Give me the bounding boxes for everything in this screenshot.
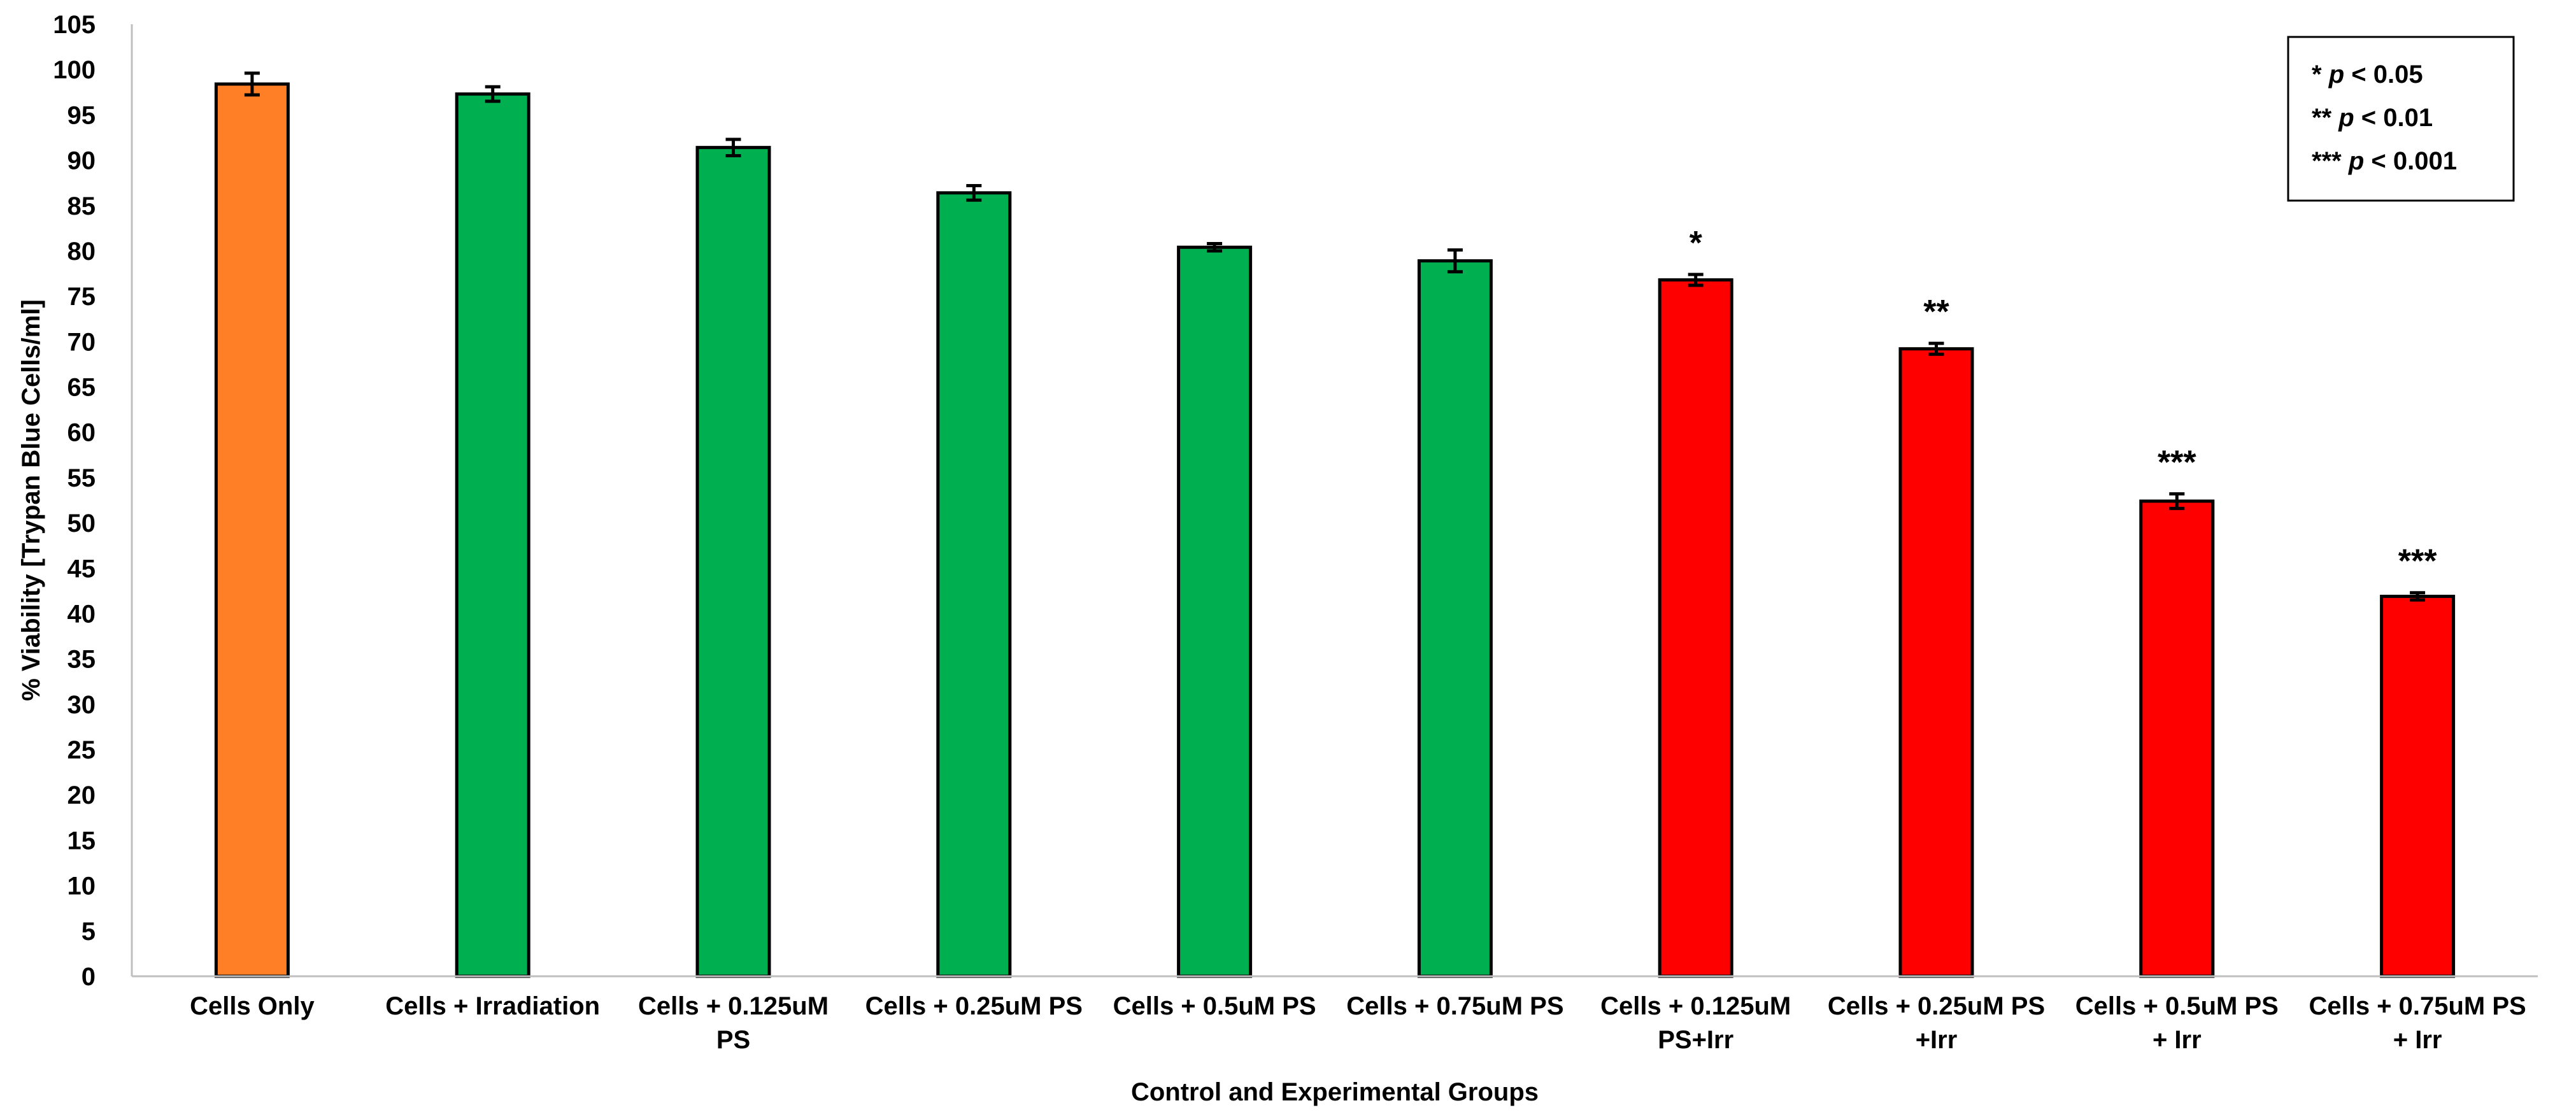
x-axis-title: Control and Experimental Groups (1131, 1078, 1539, 1106)
x-category-label: + Irr (2393, 1026, 2442, 1054)
significance-legend: * p < 0.05 ** p < 0.01 *** p < 0.001 (2287, 36, 2515, 202)
y-tick-label: 100 (53, 56, 96, 84)
bar (695, 146, 771, 978)
bar (1417, 259, 1493, 978)
x-category-label: Cells Only (190, 992, 315, 1020)
x-category-label: Cells + 0.5uM PS (2075, 992, 2279, 1020)
x-category-label: Cells + 0.5uM PS (1113, 992, 1316, 1020)
y-tick-label: 90 (68, 147, 96, 175)
x-category-label: +Irr (1916, 1026, 1958, 1054)
y-tick-label: 85 (68, 192, 96, 220)
y-tick-label: 35 (68, 646, 96, 674)
y-tick-label: 40 (68, 600, 96, 628)
y-tick-label: 10 (68, 872, 96, 900)
bar (936, 191, 1012, 978)
y-tick-label: 30 (68, 691, 96, 719)
y-axis-title: % Viability [Trypan Blue Cells/ml] (17, 299, 45, 701)
bars: ********* (214, 71, 2456, 978)
y-tick-label: 65 (68, 374, 96, 402)
y-tick-label: 55 (68, 464, 96, 492)
legend-box (2287, 36, 2515, 202)
y-tick-label: 75 (68, 283, 96, 311)
significance-marker: *** (2398, 543, 2437, 580)
legend-entry: ** p < 0.01 (2312, 104, 2433, 132)
x-category-label: PS+Irr (1658, 1026, 1733, 1054)
significance-marker: ** (1923, 294, 1949, 331)
bar (1177, 245, 1253, 978)
bar (214, 82, 290, 978)
bar (2139, 499, 2215, 978)
y-tick-label: 0 (82, 963, 96, 991)
y-tick-label: 5 (82, 918, 96, 946)
y-tick-label: 70 (68, 328, 96, 356)
y-tick-label: 95 (68, 101, 96, 129)
x-category-label: Cells + 0.75uM PS (2309, 992, 2526, 1020)
y-axis-ticks: 0 5 10 15 20 25 30 35 40 45 50 55 60 65 70 75 80 85 90 95 10… (53, 11, 96, 991)
bar (2380, 594, 2456, 978)
significance-marker: * (1690, 225, 1703, 262)
y-tick-label: 15 (68, 827, 96, 855)
x-category-label: Cells + Irradiation (385, 992, 600, 1020)
bar (1658, 278, 1733, 978)
x-category-label: PS (716, 1026, 750, 1054)
legend-entry: *** p < 0.001 (2312, 147, 2457, 175)
x-category-label: Cells + 0.25uM PS (1828, 992, 2045, 1020)
y-tick-label: 20 (68, 781, 96, 809)
y-tick-label: 105 (53, 11, 96, 39)
legend-entry: * p < 0.05 (2312, 60, 2423, 89)
bar (1898, 347, 1974, 978)
x-category-label: Cells + 0.125uM (1600, 992, 1791, 1020)
x-category-label: Cells + 0.25uM PS (865, 992, 1083, 1020)
significance-marker: *** (2158, 445, 2196, 481)
y-tick-label: 25 (68, 736, 96, 764)
x-category-label: Cells + 0.75uM PS (1346, 992, 1563, 1020)
x-category-label: + Irr (2153, 1026, 2202, 1054)
y-tick-label: 60 (68, 419, 96, 447)
y-tick-label: 50 (68, 509, 96, 537)
bar (455, 92, 530, 978)
x-category-label: Cells + 0.125uM (638, 992, 829, 1020)
y-tick-label: 80 (68, 238, 96, 266)
x-axis-category-labels: Cells Only Cells + Irradiation Cells + 0.1… (190, 992, 2526, 1054)
y-tick-label: 45 (68, 555, 96, 583)
